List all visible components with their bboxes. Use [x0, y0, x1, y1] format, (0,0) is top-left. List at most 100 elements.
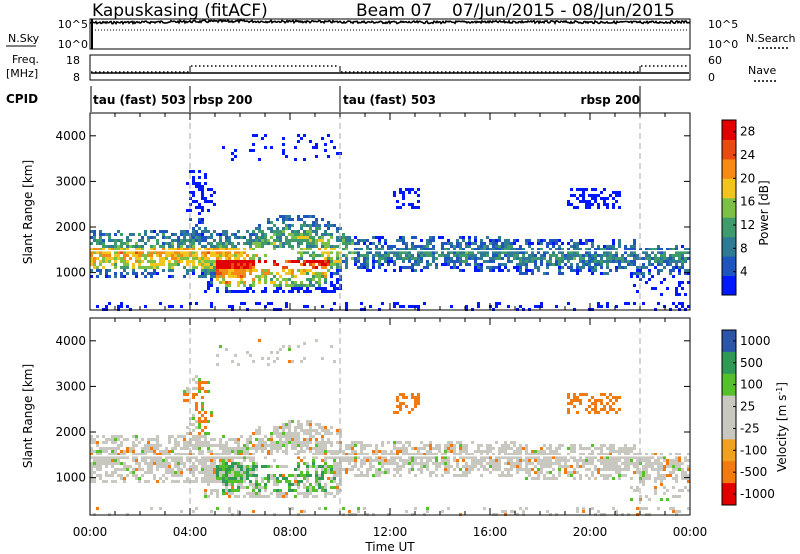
power-cell [255, 254, 258, 257]
power-cell [273, 248, 276, 251]
velocity-cell [597, 453, 600, 456]
power-cell [90, 260, 93, 263]
power-cell [270, 146, 273, 149]
velocity-cell [642, 474, 645, 477]
power-cell [333, 260, 336, 263]
power-cell [603, 248, 606, 251]
velocity-cell [192, 393, 195, 396]
power-cell [348, 251, 351, 254]
velocity-cell [141, 459, 144, 462]
power-cell [402, 266, 405, 269]
velocity-cell [402, 402, 405, 405]
velocity-cell [459, 441, 462, 444]
velocity-cell [633, 462, 636, 465]
power-cell [558, 257, 561, 260]
velocity-cell [636, 486, 639, 489]
power-cell [162, 245, 165, 248]
power-cell [213, 248, 216, 251]
power-cell [219, 266, 222, 269]
velocity-cell [495, 459, 498, 462]
power-cell [477, 251, 480, 254]
velocity-cell [195, 381, 198, 384]
velocity-cell [198, 447, 201, 450]
velocity-cell [600, 468, 603, 471]
power-cell [246, 242, 249, 245]
power-cell [150, 245, 153, 248]
power-cell [303, 263, 306, 266]
power-cell [156, 272, 159, 275]
power-cell [615, 305, 618, 308]
power-cell [186, 251, 189, 254]
power-cell [528, 269, 531, 272]
power-cell [459, 263, 462, 266]
power-cell [168, 305, 171, 308]
y-tick-label: 1000 [55, 471, 86, 485]
velocity-cell [318, 450, 321, 453]
velocity-cell [147, 450, 150, 453]
power-cell [312, 245, 315, 248]
power-cell [180, 230, 183, 233]
velocity-cell [237, 462, 240, 465]
velocity-cell [243, 447, 246, 450]
power-cell [417, 200, 420, 203]
velocity-cell [684, 456, 687, 459]
power-cell [183, 266, 186, 269]
power-cell [180, 242, 183, 245]
power-colorbar-label: Power [dB] [757, 180, 771, 245]
velocity-cell [630, 459, 633, 462]
date-range: 07/Jun/2015 - 08/Jun/2015 [452, 1, 675, 21]
power-cell [288, 269, 291, 272]
power-cell [447, 242, 450, 245]
velocity-cell [444, 453, 447, 456]
power-cell [126, 251, 129, 254]
velocity-cell [336, 453, 339, 456]
velocity-cell [297, 456, 300, 459]
power-cell [297, 134, 300, 137]
velocity-cell [390, 456, 393, 459]
velocity-cell [165, 450, 168, 453]
velocity-cell [183, 462, 186, 465]
power-cell [192, 242, 195, 245]
power-cell [324, 287, 327, 290]
power-cell [234, 233, 237, 236]
velocity-cell [318, 507, 321, 510]
velocity-cell [540, 447, 543, 450]
power-cell [252, 263, 255, 266]
power-cell [633, 254, 636, 257]
velocity-cell [567, 465, 570, 468]
velocity-cell [267, 474, 270, 477]
velocity-cell [660, 498, 663, 501]
power-cell [309, 263, 312, 266]
power-cell [513, 242, 516, 245]
power-cell [345, 242, 348, 245]
velocity-cell [651, 456, 654, 459]
velocity-cell [462, 450, 465, 453]
power-cell [333, 287, 336, 290]
velocity-cell [501, 444, 504, 447]
velocity-cell [420, 441, 423, 444]
power-cell [591, 203, 594, 206]
velocity-cell [402, 444, 405, 447]
velocity-cell [504, 468, 507, 471]
velocity-cell [141, 474, 144, 477]
power-cell [480, 263, 483, 266]
power-cell [318, 272, 321, 275]
velocity-cell [285, 465, 288, 468]
power-cell [414, 269, 417, 272]
power-cell [678, 257, 681, 260]
velocity-cell [429, 453, 432, 456]
velocity-cell [243, 495, 246, 498]
power-cell [453, 266, 456, 269]
power-cell [240, 290, 243, 293]
velocity-cell [249, 471, 252, 474]
power-cell [231, 245, 234, 248]
power-cell [108, 248, 111, 251]
velocity-cell [384, 471, 387, 474]
power-cell [186, 254, 189, 257]
velocity-cell [177, 453, 180, 456]
power-cell [141, 251, 144, 254]
velocity-cell [282, 345, 285, 348]
power-cell [537, 248, 540, 251]
power-cell [618, 263, 621, 266]
velocity-cell [411, 396, 414, 399]
